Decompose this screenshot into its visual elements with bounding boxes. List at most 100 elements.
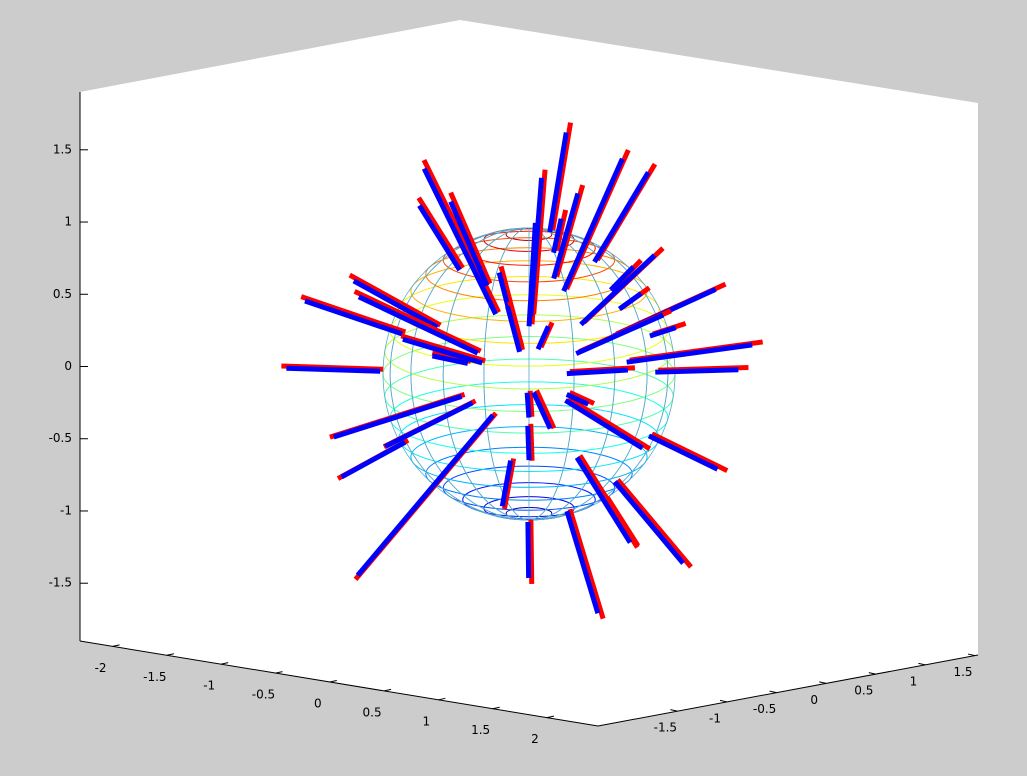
spike-blue (340, 439, 407, 480)
spike-blue (528, 177, 545, 317)
spike-blue (448, 200, 490, 287)
x-tick-label: 0 (314, 696, 322, 710)
spike-red (567, 508, 606, 620)
x-tick-label: -2 (95, 661, 107, 675)
spike-red (501, 458, 517, 510)
x-tick-label: 0.5 (363, 705, 382, 719)
x-tick (492, 706, 500, 710)
x-tick (329, 679, 337, 683)
spike-blue (564, 510, 601, 614)
x-tick (438, 697, 446, 701)
spike-blue (505, 305, 522, 353)
z-tick-label: -0.5 (49, 431, 72, 445)
spike-red (353, 289, 482, 354)
z-tick-label: -1 (60, 503, 72, 517)
spike-red (577, 454, 640, 549)
spike-red (416, 196, 465, 270)
y-axis (597, 654, 979, 727)
y-tick-label: 0.5 (854, 684, 873, 698)
parallel (442, 237, 616, 283)
y-tick (918, 662, 926, 666)
spike-blue (352, 278, 439, 330)
spike-blue (617, 291, 643, 312)
y-tick-label: -1.5 (654, 721, 677, 735)
x-tick-label: -1 (203, 679, 215, 693)
x-tick (112, 644, 120, 647)
spike-red (507, 300, 525, 351)
spike-red (448, 191, 493, 285)
spike-blue (592, 171, 651, 264)
parallel (505, 228, 553, 242)
parallel (462, 482, 596, 518)
x-tick-label: -1.5 (143, 670, 166, 684)
spike-blue (417, 204, 462, 272)
spike-blue (565, 392, 590, 407)
spike-blue (499, 460, 514, 507)
spike-blue (575, 312, 665, 356)
x-tick-label: 1.5 (471, 723, 490, 737)
y-tick-label: -0.5 (753, 702, 776, 716)
spike-blue (574, 456, 633, 544)
spike-blue (304, 298, 404, 337)
x-tick (275, 671, 283, 674)
x-tick (166, 653, 174, 656)
spike-red (400, 333, 486, 364)
spike-blue (655, 367, 739, 375)
spike-blue (431, 353, 469, 366)
spike-red (567, 396, 652, 451)
z-tick-label: -1.5 (49, 576, 72, 590)
spike-blue (355, 413, 495, 577)
parallel (505, 506, 553, 520)
spike-blue (561, 157, 625, 293)
spike-blue (525, 425, 532, 461)
x-tick (221, 662, 229, 665)
spike-blue (384, 400, 474, 449)
spike-blue (525, 521, 532, 578)
spike-blue (357, 294, 479, 356)
y-tick-label: 1.5 (953, 665, 972, 679)
y-tick (769, 690, 777, 694)
y-tick (868, 672, 876, 675)
spike-red (348, 272, 442, 328)
spike-blue (649, 325, 677, 339)
z-tick-label: 1 (64, 215, 72, 229)
spike-blue (566, 367, 629, 377)
spike-blue (531, 391, 553, 430)
spike-blue (608, 265, 636, 292)
y-tick-label: 0 (810, 693, 818, 707)
spike-blue (402, 336, 483, 366)
spike-red (528, 423, 535, 461)
spike-blue (421, 167, 498, 316)
x-tick-label: -0.5 (252, 688, 275, 702)
spike-blue (612, 480, 686, 565)
y-tick (967, 653, 976, 657)
spike-red (568, 390, 596, 406)
z-tick-label: 1.5 (53, 142, 72, 156)
spike-red (531, 169, 548, 315)
axes-background (80, 20, 978, 726)
spike-blue (564, 398, 644, 451)
z-tick-label: 0 (64, 359, 72, 373)
spike-blue (647, 433, 719, 472)
spike-red (421, 158, 501, 314)
y-tick (819, 681, 827, 684)
x-tick-label: 1 (423, 714, 431, 728)
spike-blue (551, 218, 564, 254)
spike-blue (551, 192, 581, 280)
spike-blue (535, 325, 551, 351)
y-tick-label: -1 (709, 711, 721, 725)
x-tick-label: 2 (531, 732, 539, 746)
spike-red (527, 390, 535, 417)
spike-blue (626, 342, 753, 365)
spike-red (528, 519, 535, 584)
spikes (281, 122, 764, 620)
spike-blue (579, 253, 657, 327)
spike-red (534, 389, 557, 430)
spike-red (615, 478, 693, 569)
y-tick (719, 699, 728, 703)
spike-blue (286, 365, 381, 374)
spike-blue (524, 392, 532, 418)
spike-blue (332, 394, 463, 440)
x-tick (383, 688, 392, 692)
